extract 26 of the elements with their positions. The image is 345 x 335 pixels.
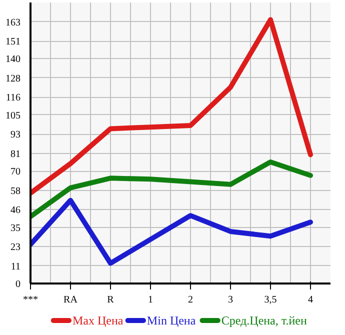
x-tick-label: 2 — [188, 294, 193, 306]
y-tick-label: 70 — [10, 166, 20, 178]
y-tick-label: 11 — [10, 261, 21, 272]
y-tick-label: 116 — [6, 92, 21, 104]
x-tick-label: R — [107, 294, 114, 306]
legend-label: Min Цена — [146, 314, 196, 328]
y-tick-label: 23 — [10, 242, 20, 254]
y-tick-label: 35 — [10, 222, 20, 234]
y-tick-label: 140 — [6, 54, 20, 66]
y-tick-label: 46 — [10, 205, 20, 216]
x-tick-label: *** — [23, 294, 38, 306]
y-tick-label: 58 — [10, 186, 20, 197]
y-tick-label: 105 — [6, 110, 20, 122]
x-tick-label: 3,5 — [264, 294, 277, 306]
x-tick-label: 3 — [228, 294, 233, 306]
legend-label: Сред.Цена, т.йен — [221, 314, 308, 328]
y-tick-label: 0 — [16, 279, 20, 290]
x-tick-label: 1 — [148, 294, 153, 306]
legend-label: Max Цена — [72, 314, 124, 328]
y-tick-label: 163 — [6, 17, 20, 28]
x-tick-label: 4 — [308, 294, 313, 306]
y-tick-label: 128 — [6, 73, 20, 84]
x-tick-label: RA — [64, 294, 78, 306]
y-tick-label: 93 — [10, 130, 20, 141]
y-tick-label: 81 — [10, 148, 20, 160]
y-tick-label: 151 — [6, 36, 20, 48]
